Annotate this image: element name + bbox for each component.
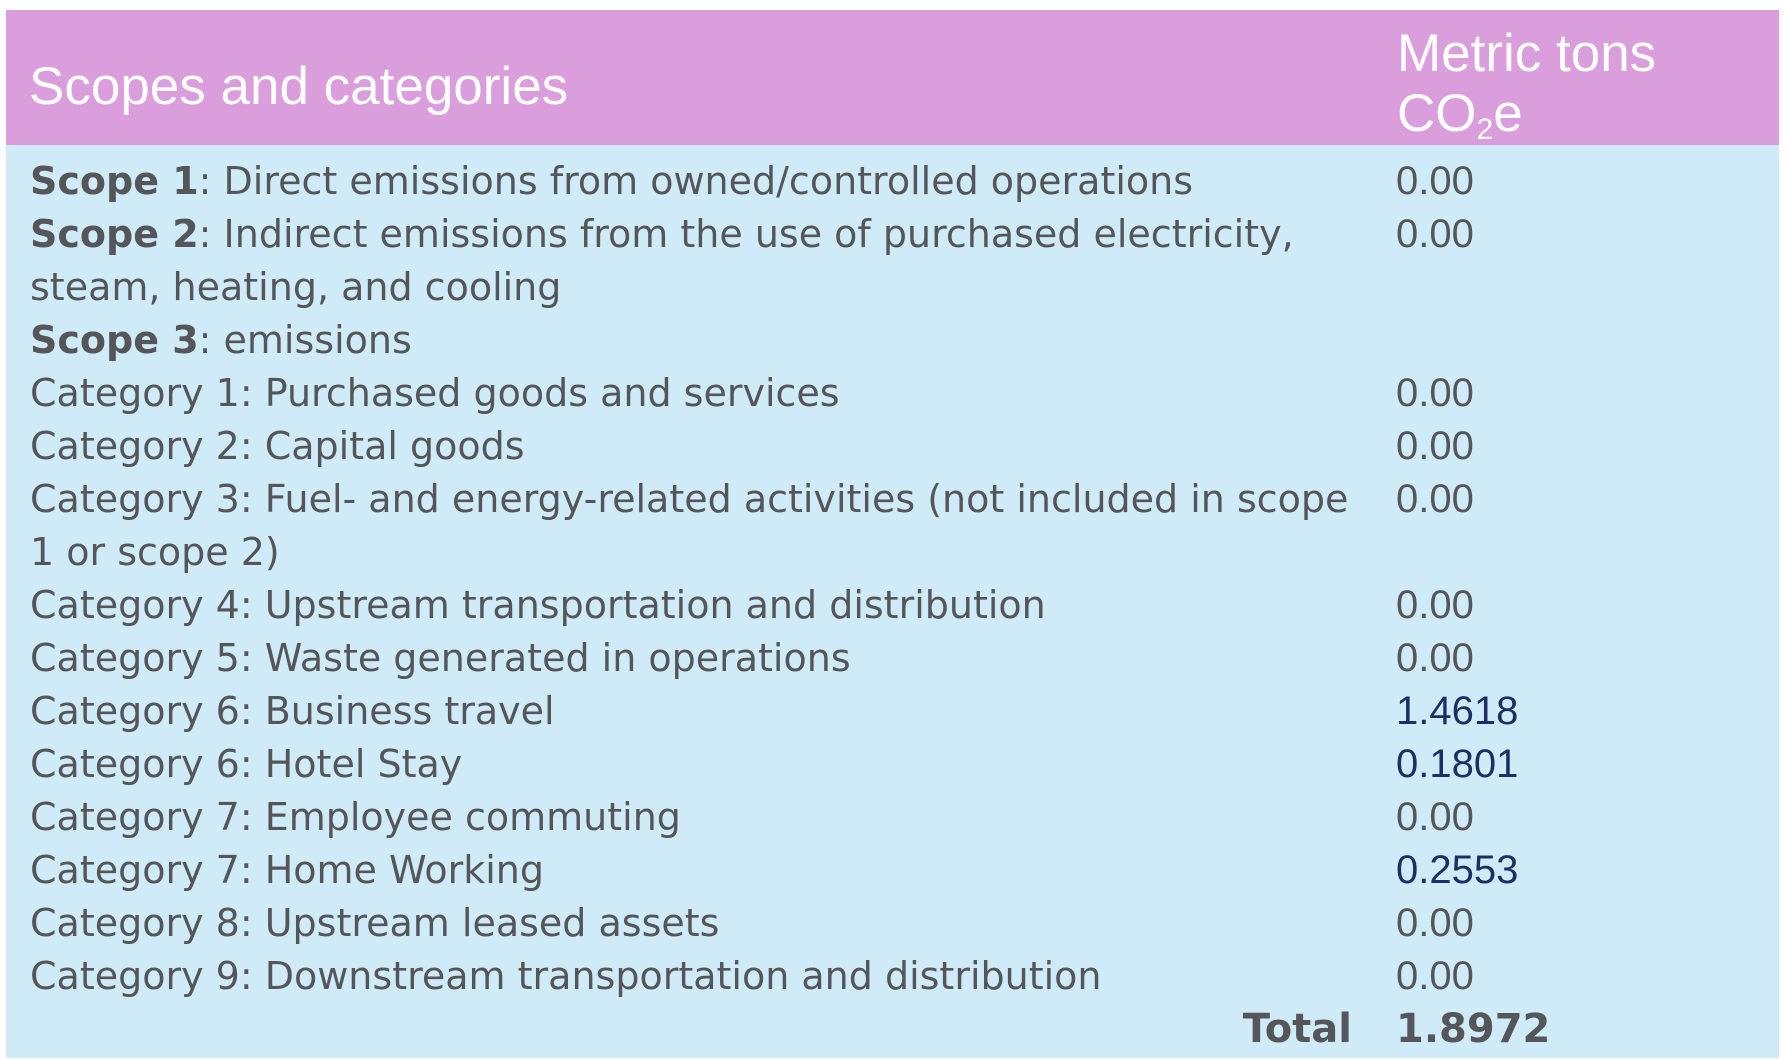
row-value: 0.00 bbox=[1396, 636, 1474, 680]
table-row: Category 1: Purchased goods and services… bbox=[6, 367, 1779, 420]
row-label: Scope 3: emissions bbox=[30, 318, 412, 362]
row-label: Category 8: Upstream leased assets bbox=[30, 901, 720, 945]
table-row: Scope 1: Direct emissions from owned/con… bbox=[6, 155, 1779, 208]
row-value: 0.00 bbox=[1396, 424, 1474, 468]
row-value: 0.00 bbox=[1396, 901, 1474, 945]
row-value: 0.00 bbox=[1396, 159, 1474, 203]
total-row: Total 1.8972 bbox=[6, 1003, 1779, 1056]
row-value: 0.00 bbox=[1396, 477, 1474, 521]
table-row: Category 7: Employee commuting 0.00 bbox=[6, 791, 1779, 844]
total-label: Total bbox=[1242, 1006, 1352, 1052]
emissions-table: Scopes and categories Metric tons CO2e S… bbox=[6, 10, 1779, 1058]
metric-tons-label: Metric tons bbox=[1397, 24, 1657, 83]
row-label: Category 6: Hotel Stay bbox=[30, 742, 463, 786]
row-label: Category 7: Home Working bbox=[30, 848, 545, 892]
row-label: Category 4: Upstream transportation and … bbox=[30, 583, 1046, 627]
row-value: 0.1801 bbox=[1396, 742, 1519, 786]
row-label: Category 6: Business travel bbox=[30, 689, 555, 733]
table-row: Category 8: Upstream leased assets 0.00 bbox=[6, 897, 1779, 950]
row-value: 0.00 bbox=[1396, 212, 1474, 256]
table-row: Category 6: Hotel Stay 0.1801 bbox=[6, 738, 1779, 791]
table-row: Category 3: Fuel- and energy-related act… bbox=[6, 473, 1779, 579]
table-row: Category 6: Business travel 1.4618 bbox=[6, 685, 1779, 738]
row-value: 0.00 bbox=[1396, 954, 1474, 998]
row-label: Category 1: Purchased goods and services bbox=[30, 371, 840, 415]
table-row: Scope 3: emissions bbox=[6, 314, 1779, 367]
row-value: 0.00 bbox=[1396, 371, 1474, 415]
row-label: Scope 1: Direct emissions from owned/con… bbox=[30, 159, 1194, 203]
total-value: 1.8972 bbox=[1396, 1006, 1551, 1052]
table-body: Scope 1: Direct emissions from owned/con… bbox=[6, 145, 1779, 1058]
row-label: Category 9: Downstream transportation an… bbox=[30, 954, 1102, 998]
table-header: Scopes and categories Metric tons CO2e bbox=[6, 10, 1779, 146]
row-value: 0.00 bbox=[1396, 583, 1474, 627]
table-row: Category 7: Home Working 0.2553 bbox=[6, 844, 1779, 897]
co2e-label: CO2e bbox=[1397, 84, 1523, 146]
row-value: 0.2553 bbox=[1396, 848, 1519, 892]
table-row: Scope 2: Indirect emissions from the use… bbox=[6, 208, 1779, 314]
table-row: Category 2: Capital goods 0.00 bbox=[6, 420, 1779, 473]
row-label: Category 7: Employee commuting bbox=[30, 795, 681, 839]
row-label: Category 5: Waste generated in operation… bbox=[30, 636, 851, 680]
row-label: Category 3: Fuel- and energy-related act… bbox=[30, 477, 1349, 574]
row-label: Scope 2: Indirect emissions from the use… bbox=[30, 212, 1294, 309]
row-value: 1.4618 bbox=[1396, 689, 1519, 733]
table-row: Category 4: Upstream transportation and … bbox=[6, 579, 1779, 632]
column-header-scopes: Scopes and categories bbox=[29, 57, 569, 116]
row-label: Category 2: Capital goods bbox=[30, 424, 525, 468]
table-row: Category 5: Waste generated in operation… bbox=[6, 632, 1779, 685]
row-value: 0.00 bbox=[1396, 795, 1474, 839]
column-header-metric-tons: Metric tons CO2e bbox=[1397, 24, 1656, 160]
table-row: Category 9: Downstream transportation an… bbox=[6, 950, 1779, 1003]
